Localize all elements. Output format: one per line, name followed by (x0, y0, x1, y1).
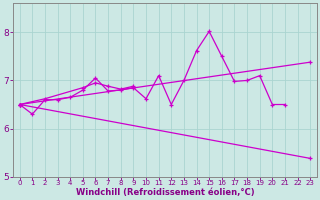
X-axis label: Windchill (Refroidissement éolien,°C): Windchill (Refroidissement éolien,°C) (76, 188, 254, 197)
